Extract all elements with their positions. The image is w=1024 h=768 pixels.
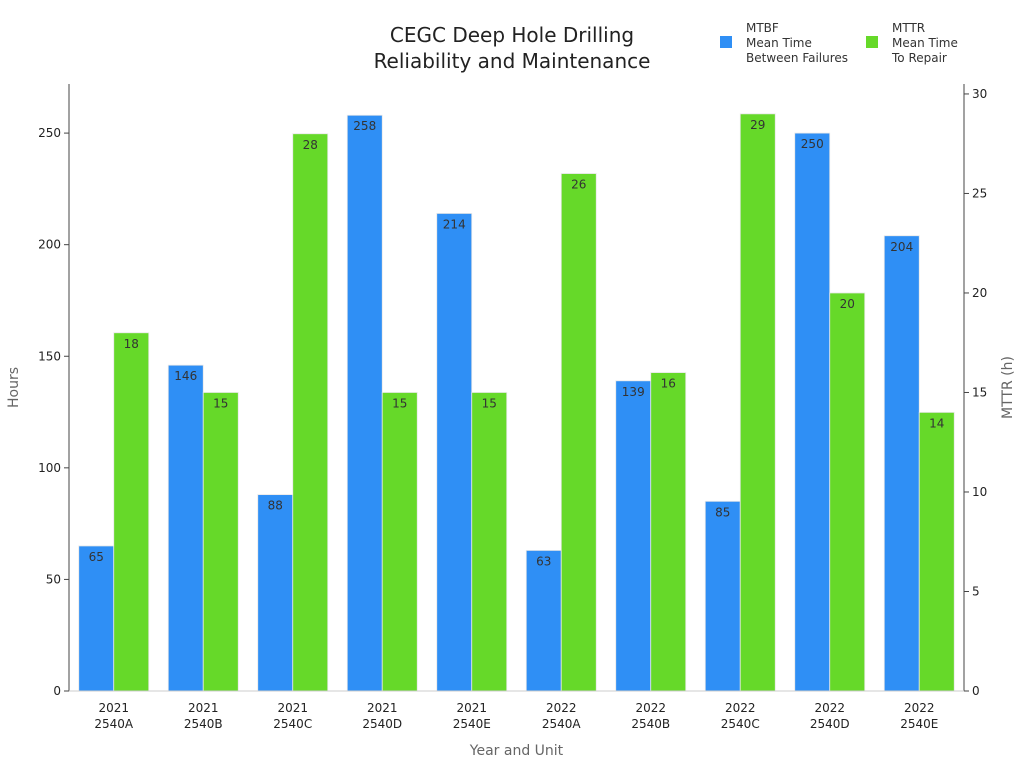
mtbf-value-label: 65 — [89, 550, 104, 564]
x-tick-label-year: 2022 — [814, 701, 845, 715]
y2-tick-label: 25 — [972, 186, 987, 200]
x-tick-label-unit: 2540A — [94, 717, 134, 731]
mttr-bar — [829, 292, 866, 692]
x-tick-label-year: 2021 — [456, 701, 487, 715]
y2-tick-label: 5 — [972, 584, 980, 598]
mttr-bar — [918, 411, 955, 692]
legend-label-mttr: To Repair — [892, 51, 947, 65]
mtbf-bar — [346, 114, 383, 692]
y2-tick-label: 20 — [972, 286, 987, 300]
y-tick-label: 150 — [38, 349, 61, 363]
mttr-value-label: 15 — [392, 396, 407, 410]
x-tick-label-unit: 2540E — [900, 717, 938, 731]
y-tick-label: 50 — [46, 572, 61, 586]
x-tick-label-unit: 2540A — [542, 717, 582, 731]
legend-label-mtbf: Between Failures — [746, 51, 849, 65]
mttr-value-label: 28 — [303, 138, 318, 152]
x-axis-label: Year and Unit — [469, 743, 564, 759]
x-tick-label-unit: 2540C — [721, 717, 760, 731]
y2-tick-label: 15 — [972, 385, 987, 399]
mttr-value-label: 20 — [840, 297, 855, 311]
x-tick-label-year: 2022 — [725, 701, 756, 715]
y2-axis-label: MTTR (h) — [1000, 356, 1016, 419]
x-tick-label-unit: 2540B — [631, 717, 670, 731]
legend-swatch-mttr — [866, 36, 878, 48]
mtbf-value-label: 88 — [268, 499, 283, 513]
x-tick-label-unit: 2540C — [273, 717, 312, 731]
x-tick-label-unit: 2540D — [810, 717, 850, 731]
y-tick-label: 200 — [38, 238, 61, 252]
y2-tick-label: 10 — [972, 485, 987, 499]
chart-title-line-2: Reliability and Maintenance — [373, 49, 651, 73]
mtbf-bar — [436, 213, 473, 692]
x-tick-label-unit: 2540B — [184, 717, 223, 731]
mtbf-bar — [257, 494, 294, 692]
mtbf-value-label: 258 — [353, 119, 376, 133]
mttr-bar — [471, 392, 508, 692]
legend-label-mttr: MTTR — [892, 21, 926, 35]
mtbf-bar — [794, 132, 831, 692]
x-tick-label-year: 2021 — [98, 701, 129, 715]
y-tick-label: 0 — [53, 684, 61, 698]
mtbf-value-label: 146 — [174, 369, 197, 383]
mtbf-bar — [704, 500, 741, 692]
y2-tick-label: 30 — [972, 87, 987, 101]
mttr-bar — [650, 372, 687, 692]
mttr-value-label: 15 — [482, 396, 497, 410]
mtbf-bar — [615, 380, 652, 692]
mttr-value-label: 15 — [213, 396, 228, 410]
mtbf-value-label: 214 — [443, 217, 466, 231]
mttr-value-label: 14 — [929, 416, 944, 430]
x-tick-label-year: 2021 — [188, 701, 219, 715]
mttr-bar — [113, 332, 150, 692]
mttr-bar — [292, 133, 329, 692]
x-tick-label-year: 2022 — [904, 701, 935, 715]
x-tick-label-year: 2021 — [277, 701, 308, 715]
legend-label-mtbf: Mean Time — [746, 36, 812, 50]
x-tick-label-unit: 2540E — [453, 717, 491, 731]
mttr-bar — [560, 173, 597, 692]
mtbf-value-label: 250 — [801, 137, 824, 151]
mtbf-bar — [883, 235, 920, 692]
mtbf-value-label: 63 — [536, 554, 551, 568]
mttr-value-label: 16 — [661, 377, 676, 391]
mtbf-value-label: 204 — [890, 240, 913, 254]
mtbf-bar — [78, 545, 115, 692]
chart-title-line-1: CEGC Deep Hole Drilling — [389, 23, 635, 47]
legend-label-mtbf: MTBF — [746, 21, 779, 35]
legend-swatch-mtbf — [720, 36, 732, 48]
x-tick-label-unit: 2540D — [362, 717, 402, 731]
mttr-bar — [739, 113, 776, 692]
mtbf-bar — [525, 550, 562, 692]
mttr-bar — [202, 392, 239, 692]
mttr-value-label: 26 — [571, 178, 586, 192]
y-axis-label: Hours — [6, 367, 22, 408]
x-tick-label-year: 2022 — [635, 701, 666, 715]
mttr-value-label: 18 — [124, 337, 139, 351]
y-tick-label: 250 — [38, 126, 61, 140]
mttr-value-label: 29 — [750, 118, 765, 132]
x-tick-label-year: 2021 — [367, 701, 398, 715]
mtbf-value-label: 85 — [715, 505, 730, 519]
mtbf-bar — [167, 364, 204, 692]
legend-label-mttr: Mean Time — [892, 36, 958, 50]
x-tick-label-year: 2022 — [546, 701, 577, 715]
mttr-bar — [381, 392, 418, 692]
mtbf-value-label: 139 — [622, 385, 645, 399]
y2-tick-label: 0 — [972, 684, 980, 698]
y-tick-label: 100 — [38, 461, 61, 475]
